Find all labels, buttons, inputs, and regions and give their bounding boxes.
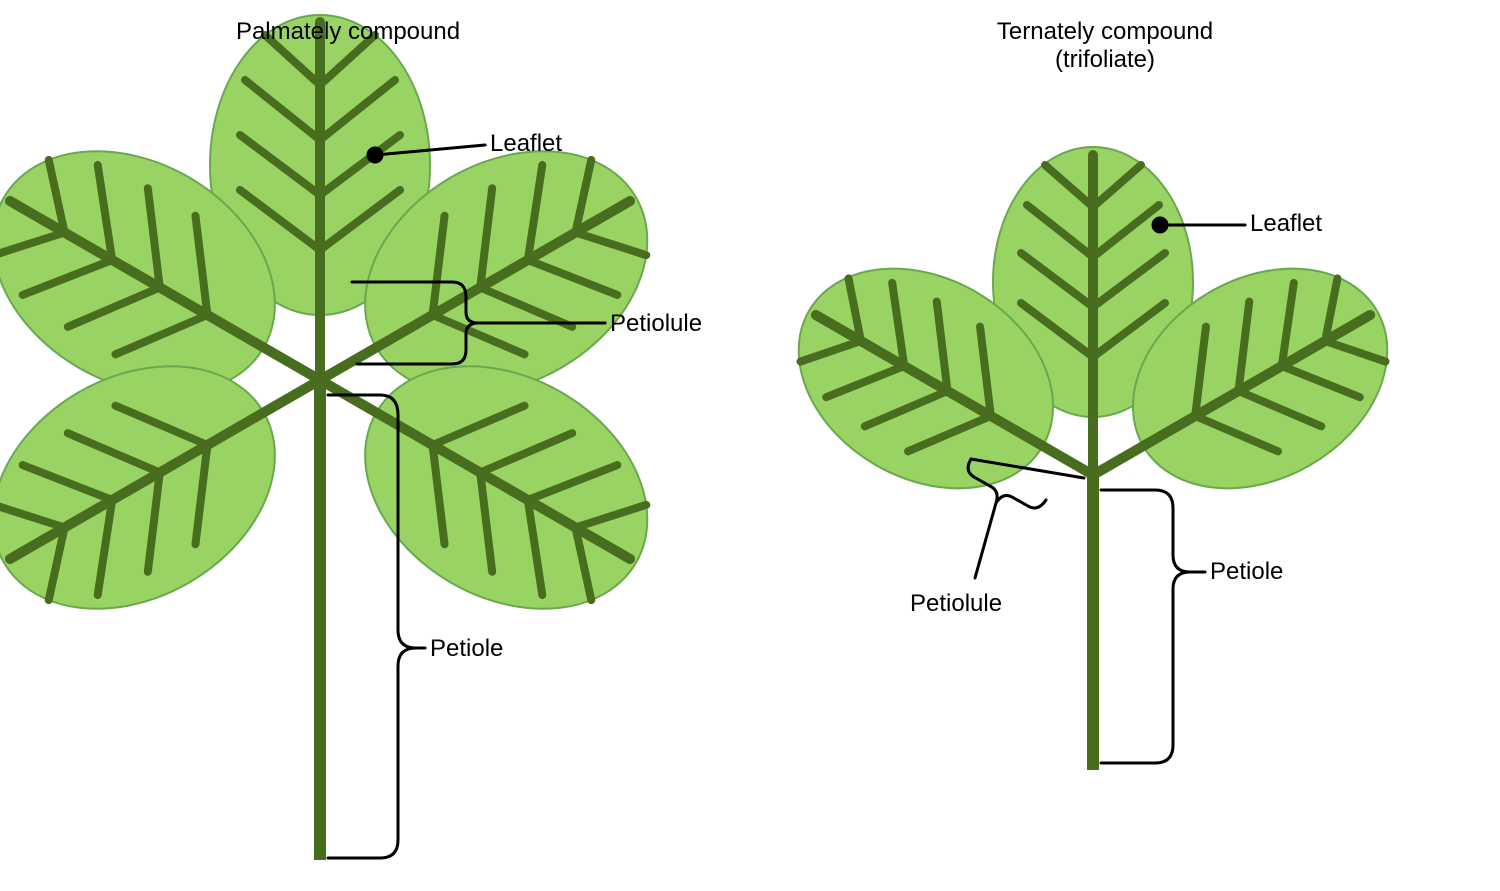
palmately-svg (0, 0, 1500, 891)
ternately-leaflet-callout (1153, 218, 1245, 232)
ternately-petiole-label: Petiole (1210, 558, 1283, 586)
palmately-diagram (0, 15, 691, 860)
palmately-petiolule-label: Petiolule (610, 310, 702, 338)
diagram-stage: Palmately compound Ternately compound (t… (0, 0, 1500, 891)
ternately-title: Ternately compound (trifoliate) (975, 18, 1235, 74)
ternately-leaflet-label: Leaflet (1250, 210, 1322, 238)
palmately-title: Palmately compound (218, 18, 478, 46)
ternately-diagram (759, 147, 1427, 770)
ternately-petiole-callout (1101, 490, 1205, 763)
palmately-leaflet-label: Leaflet (490, 130, 562, 158)
ternately-petiolule-label: Petiolule (910, 590, 1002, 618)
palmately-petiole-label: Petiole (430, 635, 503, 663)
